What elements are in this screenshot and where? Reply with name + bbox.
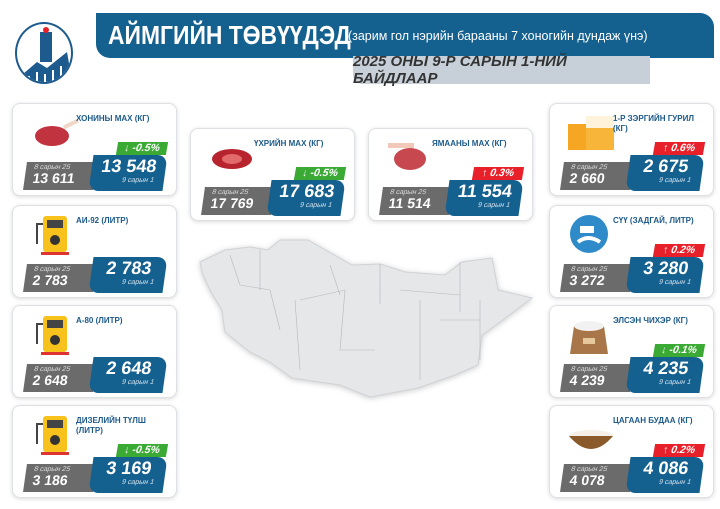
previous-value: 3 272 <box>568 272 606 288</box>
item-title: 1-Р ЗЭРГИЙН ГУРИЛ (КГ) <box>613 114 694 133</box>
previous-price: 8 сарын 25 11 514 <box>379 187 453 215</box>
current-value: 11 554 <box>456 181 514 201</box>
previous-value: 2 660 <box>568 170 606 186</box>
rice-bowl-icon <box>564 414 619 454</box>
current-value: 3 280 <box>642 258 690 278</box>
item-title: ЯМААНЫ МАХ (КГ) <box>432 139 507 148</box>
current-date: 9 сарын 1 <box>121 177 155 184</box>
change-badge: ↑ 0.6% <box>652 142 706 155</box>
change-badge: ↓ -0.1% <box>652 344 706 357</box>
current-date: 9 сарын 1 <box>658 279 692 286</box>
current-price: 4 235 9 сарын 1 <box>625 357 705 393</box>
price-card: ЦАГААН БУДАА (КГ) 8 сарын 25 4 078 4 086 9… <box>549 405 714 498</box>
current-date: 9 сарын 1 <box>121 279 155 286</box>
date-label: 2025 ОНЫ 9-Р САРЫН 1-НИЙ БАЙДЛААР <box>353 53 650 87</box>
current-price: 4 086 9 сарын 1 <box>625 457 705 493</box>
previous-value: 3 186 <box>31 472 69 488</box>
current-value: 2 675 <box>642 156 690 176</box>
current-price: 13 548 9 сарын 1 <box>88 155 168 191</box>
current-price: 11 554 9 сарын 1 <box>444 180 524 216</box>
sugar-sack-icon <box>564 314 619 354</box>
price-card: ЯМААНЫ МАХ (КГ) 8 сарын 25 11 514 11 554 9… <box>368 128 533 221</box>
milk-icon <box>564 214 619 254</box>
current-date: 9 сарын 1 <box>121 479 155 486</box>
previous-price: 8 сарын 25 2 660 <box>560 162 634 190</box>
price-card: ДИЗЕЛИЙН ТҮЛШ (ЛИТР) 8 сарын 25 3 186 3 1… <box>12 405 177 498</box>
price-card: СҮҮ (ЗАДГАЙ, ЛИТР) 8 сарын 25 3 272 3 280… <box>549 205 714 298</box>
previous-price: 8 сарын 25 4 239 <box>560 364 634 392</box>
current-value: 4 235 <box>642 358 690 378</box>
header-banner: АЙМГИЙН ТӨВҮҮДЭД (зарим гол нэрийн бараа… <box>96 13 714 58</box>
previous-price: 8 сарын 25 2 648 <box>23 364 97 392</box>
current-value: 2 783 <box>105 258 153 278</box>
item-title: ХОНИНЫ МАХ (КГ) <box>76 114 150 123</box>
item-title: ЦАГААН БУДАА (КГ) <box>613 416 693 425</box>
goat-meat-icon <box>383 137 438 177</box>
current-value: 4 086 <box>642 458 690 478</box>
price-card: АИ-92 (ЛИТР) 8 сарын 25 2 783 2 783 9 сары… <box>12 205 177 298</box>
previous-value: 11 514 <box>387 195 432 211</box>
previous-value: 4 078 <box>568 472 606 488</box>
change-badge: ↑ 0.3% <box>471 167 525 180</box>
lamb-meat-icon <box>27 112 82 152</box>
price-card: ЭЛСЭН ЧИХЭР (КГ) 8 сарын 25 4 239 4 235 9 … <box>549 305 714 398</box>
previous-price: 8 сарын 25 3 272 <box>560 264 634 292</box>
item-title: ЭЛСЭН ЧИХЭР (КГ) <box>613 316 688 325</box>
current-value: 3 169 <box>105 458 153 478</box>
item-title: АИ-92 (ЛИТР) <box>76 216 129 225</box>
previous-value: 17 769 <box>209 195 255 211</box>
price-card: А-80 (ЛИТР) 8 сарын 25 2 648 2 648 9 сарын… <box>12 305 177 398</box>
previous-price: 8 сарын 25 4 078 <box>560 464 634 492</box>
previous-value: 2 648 <box>31 372 69 388</box>
page-title: АЙМГИЙН ТӨВҮҮДЭД <box>108 20 351 50</box>
current-date: 9 сарын 1 <box>121 379 155 386</box>
current-price: 2 675 9 сарын 1 <box>625 155 705 191</box>
current-price: 2 648 9 сарын 1 <box>88 357 168 393</box>
previous-value: 13 611 <box>31 170 76 186</box>
change-badge: ↓ -0.5% <box>293 167 347 180</box>
fuel-pump-icon <box>27 314 82 355</box>
change-badge: ↓ -0.5% <box>115 142 169 155</box>
beef-icon <box>205 137 260 177</box>
item-title: СҮҮ (ЗАДГАЙ, ЛИТР) <box>613 216 694 225</box>
fuel-pump-icon <box>27 214 82 255</box>
item-title: ДИЗЕЛИЙН ТҮЛШ (ЛИТР) <box>76 416 146 435</box>
page-subtitle: (зарим гол нэрийн барааны 7 хоногийн дун… <box>347 28 648 43</box>
current-date: 9 сарын 1 <box>658 479 692 486</box>
current-price: 2 783 9 сарын 1 <box>88 257 168 293</box>
current-value: 17 683 <box>278 181 336 201</box>
item-title: А-80 (ЛИТР) <box>76 316 123 325</box>
current-price: 3 280 9 сарын 1 <box>625 257 705 293</box>
current-price: 3 169 9 сарын 1 <box>88 457 168 493</box>
current-value: 2 648 <box>105 358 153 378</box>
previous-price: 8 сарын 25 17 769 <box>201 187 275 215</box>
fuel-pump-icon <box>27 414 82 455</box>
previous-value: 2 783 <box>31 272 69 288</box>
price-card: 1-Р ЗЭРГИЙН ГУРИЛ (КГ) 8 сарын 25 2 660 2… <box>549 103 714 196</box>
previous-price: 8 сарын 25 3 186 <box>23 464 97 492</box>
price-card: ҮХРИЙН МАХ (КГ) 8 сарын 25 17 769 17 683 9… <box>190 128 355 221</box>
previous-price: 8 сарын 25 13 611 <box>23 162 97 190</box>
change-badge: ↓ -0.5% <box>115 444 169 457</box>
change-badge: ↑ 0.2% <box>652 244 706 257</box>
flour-icon <box>564 112 619 152</box>
current-value: 13 548 <box>100 156 158 176</box>
item-title: ҮХРИЙН МАХ (КГ) <box>254 139 324 148</box>
previous-value: 4 239 <box>568 372 606 388</box>
current-date: 9 сарын 1 <box>477 202 511 209</box>
current-date: 9 сарын 1 <box>299 202 333 209</box>
previous-price: 8 сарын 25 2 783 <box>23 264 97 292</box>
current-price: 17 683 9 сарын 1 <box>266 180 346 216</box>
change-badge: ↑ 0.2% <box>652 444 706 457</box>
current-date: 9 сарын 1 <box>658 177 692 184</box>
current-date: 9 сарын 1 <box>658 379 692 386</box>
price-card: ХОНИНЫ МАХ (КГ) 8 сарын 25 13 611 13 548 9… <box>12 103 177 196</box>
logo <box>15 22 73 84</box>
